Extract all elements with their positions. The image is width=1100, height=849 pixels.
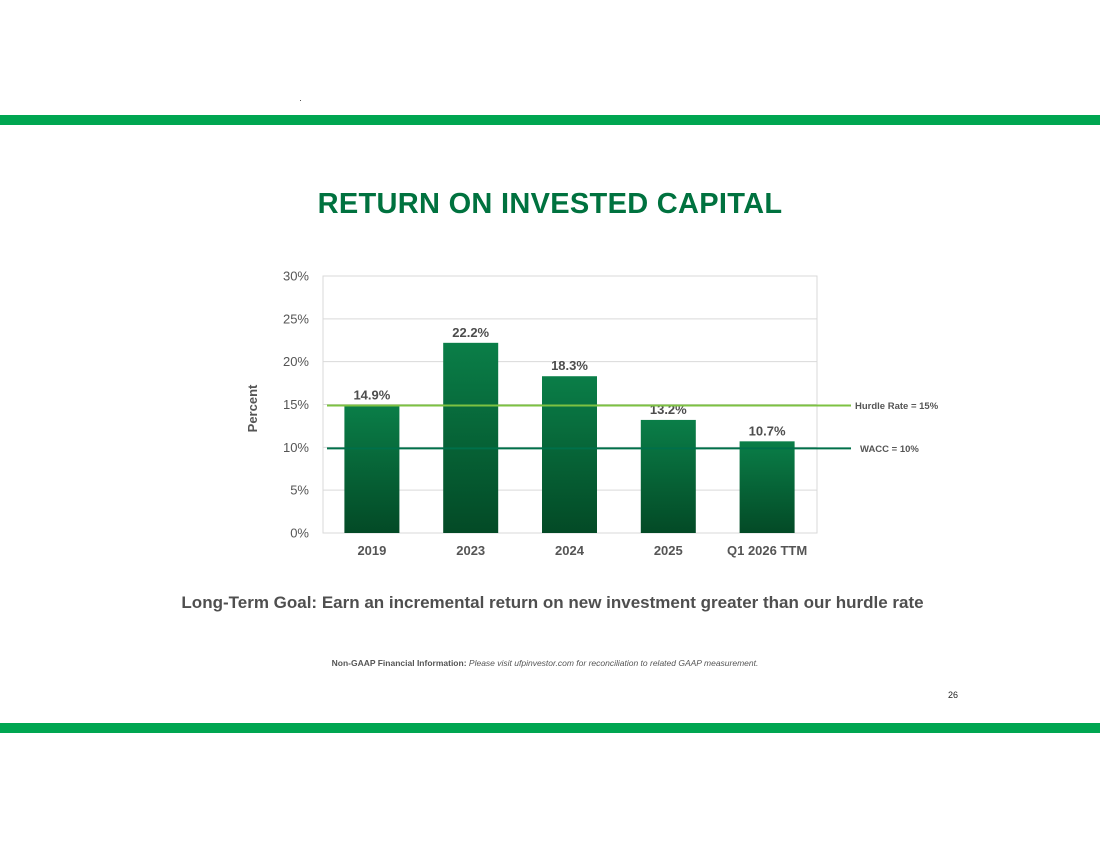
y-tick-label: 5%: [290, 483, 309, 498]
page-number: 26: [947, 690, 958, 700]
data-label: 13.2%: [650, 402, 687, 417]
bar-2023: [443, 342, 499, 533]
slide-title: RETURN ON INVESTED CAPITAL: [317, 188, 783, 220]
hurdle-rate-label: Hurdle Rate = 15%: [855, 401, 939, 412]
x-tick-label: 2024: [555, 543, 585, 558]
non-gaap-note-text: Please visit ufpinvestor.com for reconci…: [468, 658, 759, 668]
x-tick-label: 2025: [654, 543, 683, 558]
x-tick-label: 2019: [357, 543, 386, 558]
y-tick-label: 15%: [283, 397, 309, 412]
y-tick-label: 0%: [290, 526, 309, 541]
y-tick-label: 20%: [283, 354, 309, 369]
data-label: 10.7%: [749, 423, 786, 438]
bar-2019: [344, 405, 400, 533]
y-tick-label: 10%: [283, 440, 309, 455]
data-label: 14.9%: [353, 387, 390, 402]
non-gaap-note: Non-GAAP Financial Information: Please v…: [0, 658, 1090, 668]
bar-q1-2026-ttm: [739, 441, 795, 533]
wacc-label: WACC = 10%: [860, 444, 919, 455]
x-tick-label: Q1 2026 TTM: [727, 543, 807, 558]
data-label: 18.3%: [551, 358, 588, 373]
bottom-green-band: [0, 723, 1100, 733]
y-tick-label: 25%: [283, 311, 309, 326]
non-gaap-note-label: Non-GAAP Financial Information:: [331, 658, 467, 668]
bar-2024: [542, 376, 597, 533]
bar-2025: [640, 419, 696, 533]
data-label: 22.2%: [452, 325, 489, 340]
long-term-goal-text: Long-Term Goal: Earn an incremental retu…: [181, 593, 924, 612]
decorative-dot: [300, 100, 301, 101]
top-green-band: [0, 115, 1100, 125]
x-tick-label: 2023: [456, 543, 485, 558]
y-tick-label: 30%: [283, 269, 309, 284]
y-axis-title: Percent: [245, 384, 260, 432]
